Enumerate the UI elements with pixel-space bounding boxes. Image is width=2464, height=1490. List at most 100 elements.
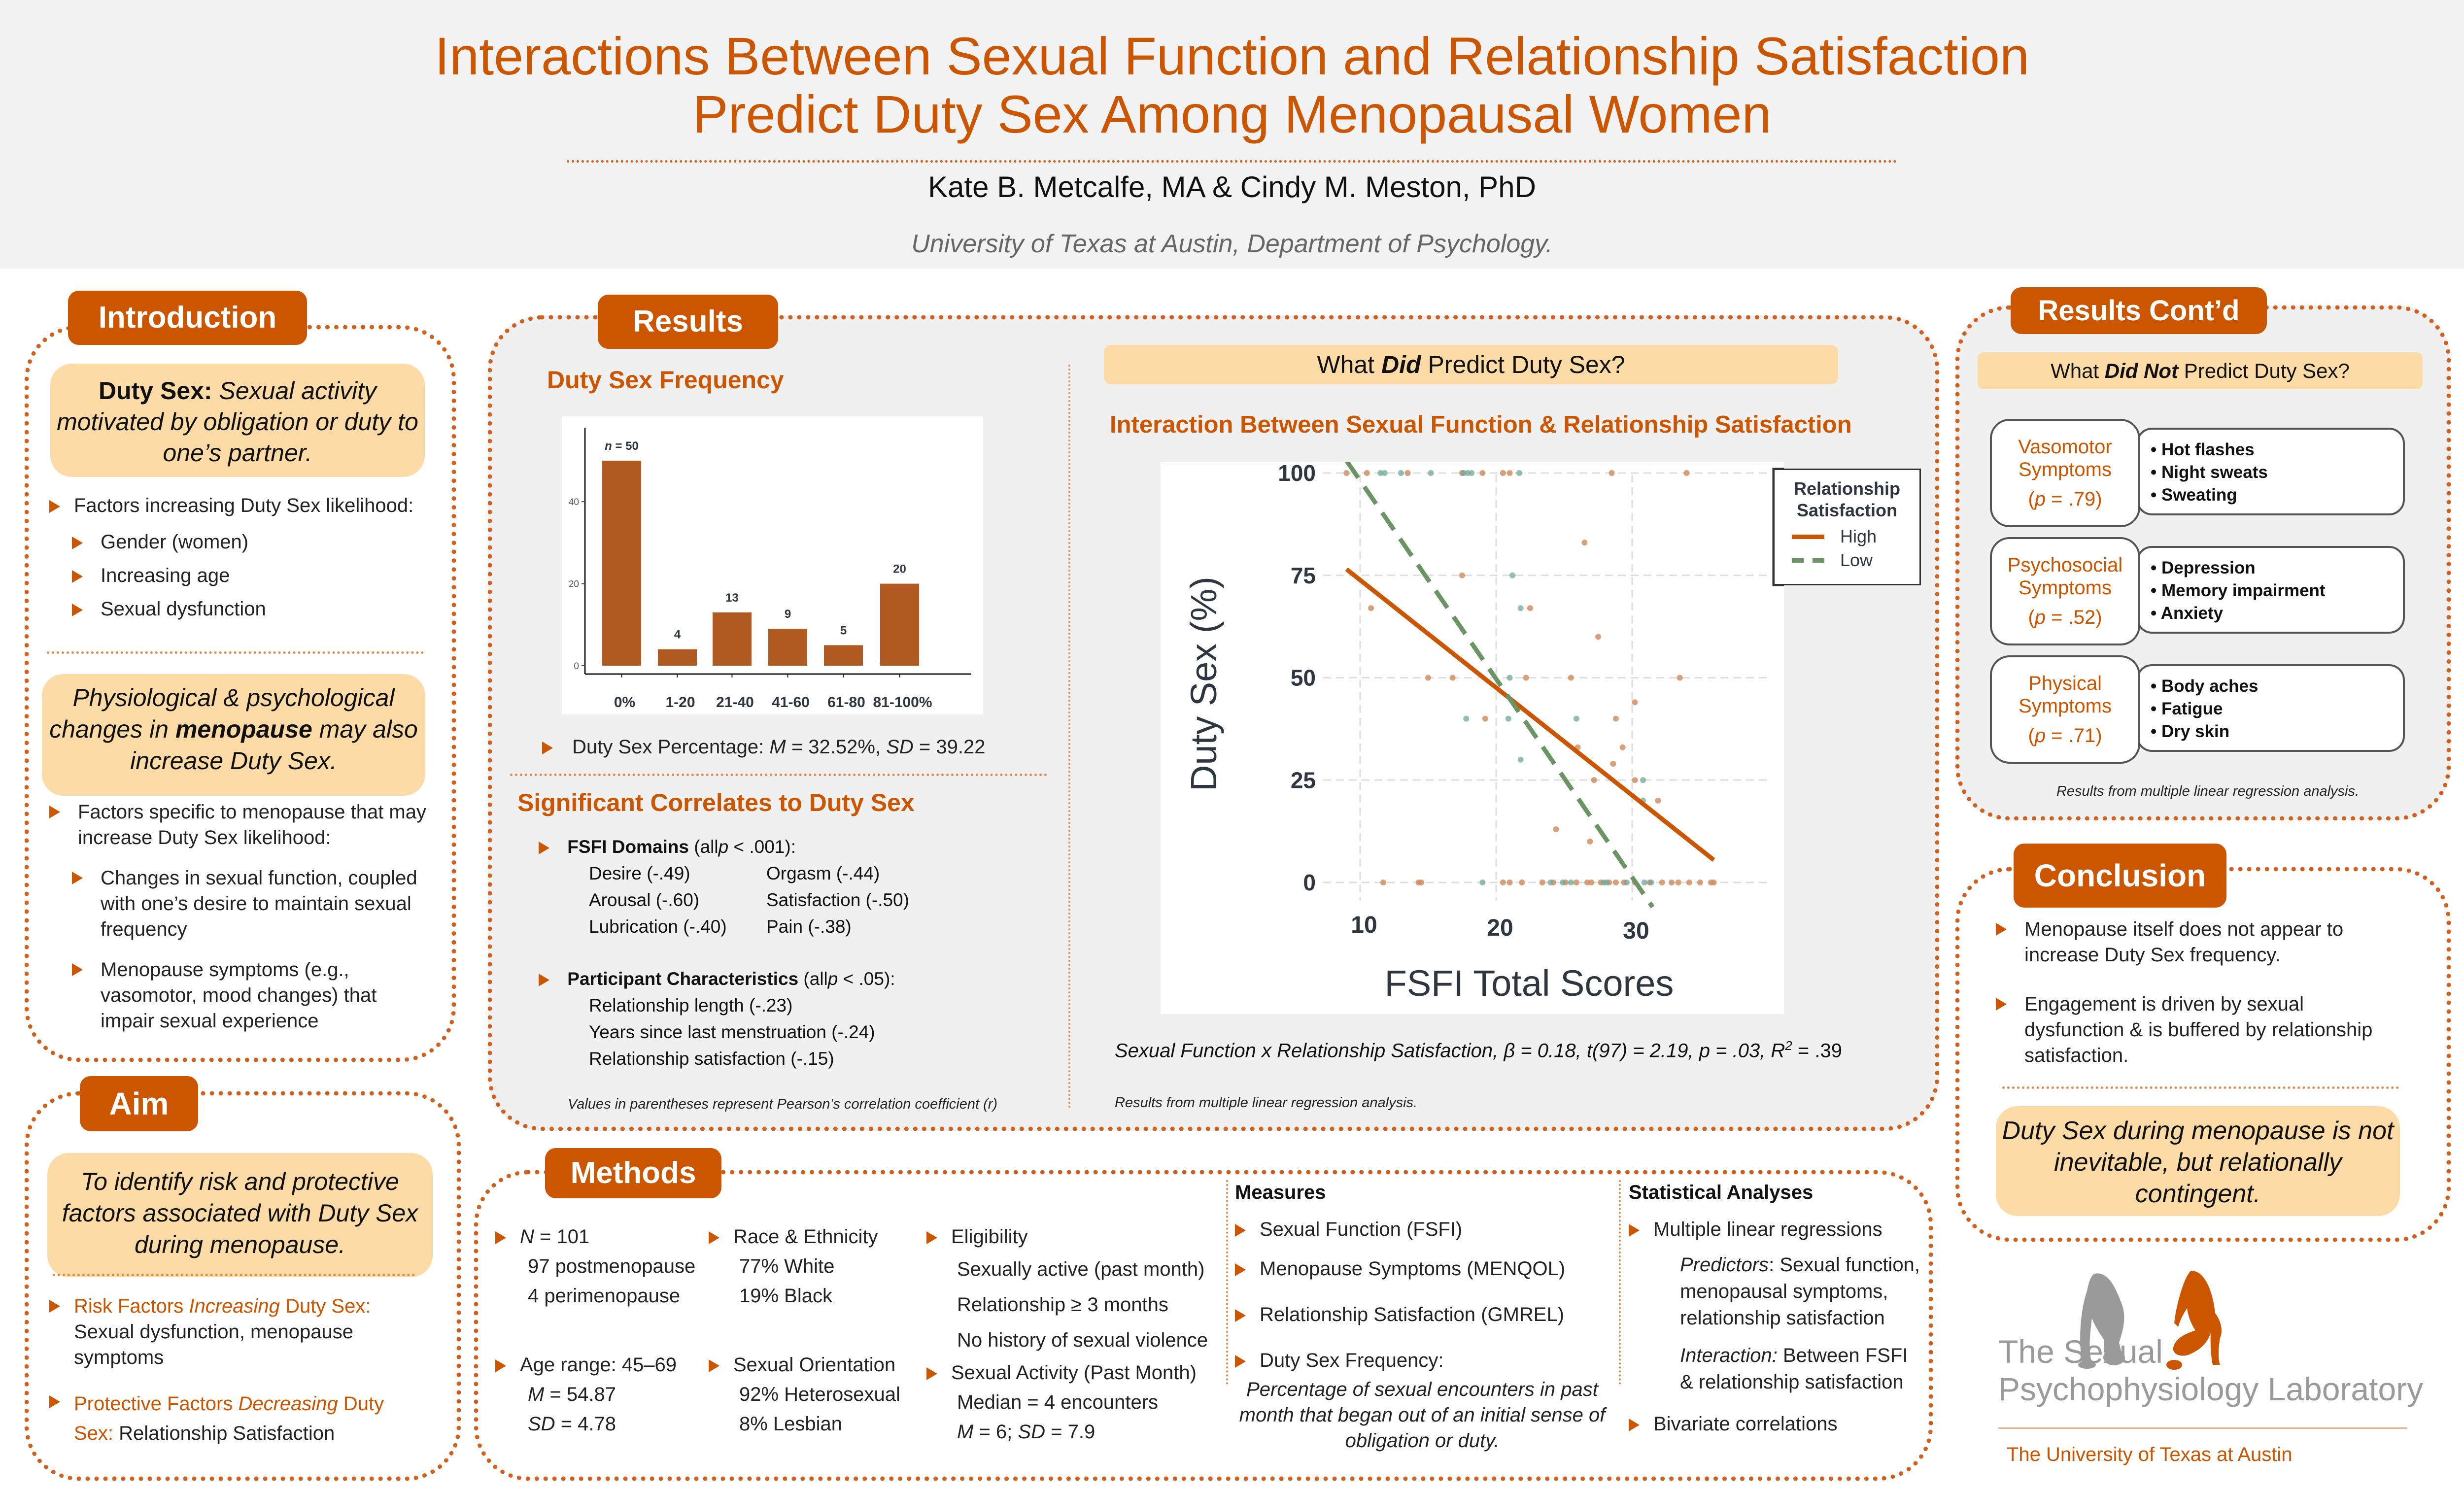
aim-panel bbox=[25, 1091, 461, 1481]
bullet-arrow-icon bbox=[926, 1231, 937, 1245]
point-high bbox=[1482, 715, 1488, 722]
point-high bbox=[1711, 880, 1717, 885]
results-tag: Results bbox=[598, 295, 778, 349]
point-low bbox=[1648, 880, 1654, 885]
bullet-arrow-icon bbox=[709, 1359, 719, 1373]
regression-note: Results from multiple linear regression … bbox=[1115, 1095, 1418, 1111]
point-high bbox=[1588, 880, 1595, 885]
results-column-divider bbox=[1068, 365, 1070, 1109]
point-high bbox=[1659, 880, 1665, 885]
stats-item: Bivariate correlations bbox=[1629, 1413, 1924, 1435]
point-high bbox=[1591, 777, 1597, 783]
regression-line-high bbox=[1345, 567, 1715, 862]
fsfi-domain-item: Arousal (-.60) bbox=[589, 890, 700, 910]
symptom-item: • Sweating bbox=[2151, 485, 2237, 505]
risk-factors-item: Risk Factors Increasing Duty Sex: Sexual… bbox=[49, 1293, 444, 1370]
bullet-arrow-icon bbox=[1996, 998, 2007, 1011]
symptom-item: • Depression bbox=[2151, 558, 2256, 577]
measure-item: Sexual Function (FSFI) bbox=[1235, 1219, 1614, 1241]
characteristic-item: Relationship length (-.23) bbox=[589, 995, 793, 1016]
point-low bbox=[1568, 880, 1574, 885]
correlation-note: Values in parentheses represent Pearson’… bbox=[568, 1096, 998, 1112]
point-high bbox=[1368, 605, 1374, 611]
affiliation: University of Texas at Austin, Departmen… bbox=[911, 230, 1553, 258]
symptom-category-box: Psychosocial Symptoms (p = .52) bbox=[1990, 537, 2140, 645]
bar-data-label: 13 bbox=[725, 591, 739, 605]
point-low bbox=[1640, 777, 1646, 783]
title-line-2: Predict Duty Sex Among Menopausal Women bbox=[692, 84, 1772, 144]
bullet-arrow-icon bbox=[49, 1300, 60, 1313]
fsfi-domain-item: Pain (-.38) bbox=[766, 916, 852, 937]
bar-y-tick-label: 0 bbox=[574, 661, 579, 672]
bullet-arrow-icon bbox=[49, 806, 60, 818]
bullet-arrow-icon bbox=[1629, 1224, 1640, 1237]
bar-y-tick-label: 40 bbox=[569, 497, 579, 508]
bar-41-60 bbox=[768, 629, 807, 666]
measures-heading: Measures bbox=[1235, 1182, 1326, 1203]
definition-term: Duty Sex: bbox=[98, 377, 212, 405]
bullet-arrow-icon bbox=[72, 537, 83, 550]
bar-data-label: 20 bbox=[893, 563, 906, 576]
legend-entry-low: Low bbox=[1792, 550, 1919, 571]
point-high bbox=[1632, 777, 1638, 783]
point-high bbox=[1459, 572, 1465, 578]
point-high bbox=[1581, 540, 1588, 546]
bullet-arrow-icon bbox=[72, 570, 83, 583]
point-low bbox=[1398, 470, 1404, 476]
interaction-statistic: Sexual Function x Relationship Satisfact… bbox=[1115, 1038, 1842, 1062]
bar-category-label: 41-60 bbox=[772, 694, 810, 711]
symptom-p-value: (p = .52) bbox=[2028, 607, 2102, 628]
gray-figure-icon bbox=[2078, 1273, 2125, 1369]
point-high bbox=[1587, 838, 1593, 845]
protective-factors-text: Relationship Satisfaction bbox=[119, 1422, 335, 1444]
fsfi-domain-item: Orgasm (-.44) bbox=[766, 863, 880, 883]
bar-category-label: 21-40 bbox=[716, 694, 754, 711]
bullet-arrow-icon bbox=[1996, 923, 2007, 936]
what-did-predict-banner: What Did Predict Duty Sex? bbox=[1104, 345, 1838, 384]
methods-divider-1 bbox=[1226, 1180, 1228, 1385]
y-tick-label: 75 bbox=[1291, 563, 1316, 588]
point-high bbox=[1506, 880, 1513, 885]
bar-data-label: 9 bbox=[785, 608, 791, 621]
intro-divider bbox=[47, 651, 424, 654]
point-low bbox=[1465, 470, 1471, 476]
point-high bbox=[1380, 880, 1386, 885]
aim-divider bbox=[53, 1274, 415, 1276]
point-high bbox=[1568, 675, 1574, 681]
specific-heading-item: Factors specific to menopause that may i… bbox=[49, 799, 444, 850]
point-high bbox=[1449, 675, 1456, 681]
lab-logo-figures-icon bbox=[2078, 1271, 2222, 1370]
fsfi-domain-item: Satisfaction (-.50) bbox=[766, 890, 909, 910]
symptom-item: • Memory impairment bbox=[2151, 581, 2326, 600]
symptom-item: • Hot flashes bbox=[2151, 440, 2255, 459]
significant-correlates-heading: Significant Correlates to Duty Sex bbox=[517, 789, 915, 816]
bullet-arrow-icon bbox=[72, 604, 83, 617]
fsfi-domain-item: Lubrication (-.40) bbox=[589, 916, 727, 937]
point-high bbox=[1632, 699, 1638, 706]
point-high bbox=[1343, 470, 1350, 476]
duty-sex-percentage-stat: Duty Sex Percentage: M = 32.52%, SD = 39… bbox=[542, 734, 985, 760]
methods-tag: Methods bbox=[545, 1148, 721, 1198]
y-tick-label: 25 bbox=[1291, 767, 1316, 793]
point-low bbox=[1460, 470, 1467, 476]
menopause-callout: Physiological & psychological changes in… bbox=[42, 674, 425, 796]
bullet-arrow-icon bbox=[539, 974, 549, 987]
point-high bbox=[1364, 470, 1370, 476]
measure-item: Menopause Symptoms (MENQOL) bbox=[1235, 1258, 1614, 1280]
conclusion-tag: Conclusion bbox=[2014, 844, 2226, 908]
definition-text: Sexual activity motivated by obligation … bbox=[57, 377, 418, 467]
bullet-arrow-icon bbox=[49, 1395, 60, 1408]
methods-sample: N = 101 97 postmenopause 4 perimenopause… bbox=[495, 1222, 695, 1439]
x-tick-label: 30 bbox=[1623, 918, 1649, 944]
symptom-items-box: • Depression • Memory impairment • Anxiety bbox=[2136, 546, 2405, 634]
bar-category-label: 81-100% bbox=[873, 694, 932, 711]
point-low bbox=[1377, 470, 1384, 476]
title-line-1: Interactions Between Sexual Function and… bbox=[435, 26, 2029, 86]
bar-data-label: 4 bbox=[674, 628, 681, 642]
point-high bbox=[1608, 470, 1615, 476]
point-low bbox=[1516, 470, 1522, 476]
dashed-line-swatch-icon bbox=[1792, 558, 1804, 563]
methods-eligibility: Eligibility Sexually active (past month)… bbox=[926, 1222, 1208, 1447]
stats-item: Multiple linear regressions bbox=[1629, 1219, 1924, 1241]
point-high bbox=[1404, 470, 1411, 476]
